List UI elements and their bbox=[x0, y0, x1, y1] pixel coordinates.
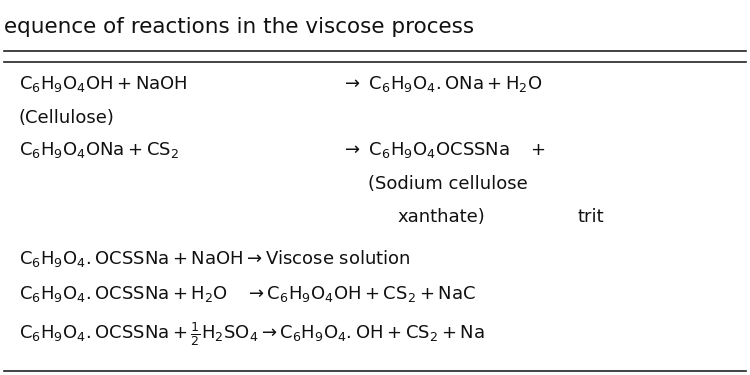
Text: (Cellulose): (Cellulose) bbox=[19, 109, 115, 127]
Text: equence of reactions in the viscose process: equence of reactions in the viscose proc… bbox=[4, 17, 474, 37]
Text: $\mathregular{C_6H_9O_4ONa + CS_2}$: $\mathregular{C_6H_9O_4ONa + CS_2}$ bbox=[19, 140, 178, 160]
Text: (Sodium cellulose: (Sodium cellulose bbox=[368, 175, 527, 193]
Text: $\mathregular{C_6H_9O_4.OCSSNa + \frac{1}{2}H_2SO_4 \rightarrow C_6H_9O_4.OH + C: $\mathregular{C_6H_9O_4.OCSSNa + \frac{1… bbox=[19, 320, 484, 348]
Text: trit: trit bbox=[578, 209, 604, 226]
Text: $\mathregular{C_6H_9O_4.OCSSNa + NaOH \rightarrow Viscose\ solution}$: $\mathregular{C_6H_9O_4.OCSSNa + NaOH \r… bbox=[19, 248, 410, 269]
Text: $\mathregular{\rightarrow\ C_6H_9O_4.ONa + H_2O}$: $\mathregular{\rightarrow\ C_6H_9O_4.ONa… bbox=[341, 74, 543, 94]
Text: $\mathregular{C_6H_9O_4OH + NaOH}$: $\mathregular{C_6H_9O_4OH + NaOH}$ bbox=[19, 74, 188, 94]
Text: xanthate): xanthate) bbox=[398, 209, 485, 226]
Text: $\mathregular{\rightarrow\ C_6H_9O_4OCSSNa\ \ \ +}$: $\mathregular{\rightarrow\ C_6H_9O_4OCSS… bbox=[341, 140, 546, 160]
Text: $\mathregular{C_6H_9O_4.OCSSNa + H_2O\ \ \ \rightarrow C_6H_9O_4OH + CS_2 + NaC}: $\mathregular{C_6H_9O_4.OCSSNa + H_2O\ \… bbox=[19, 284, 476, 304]
